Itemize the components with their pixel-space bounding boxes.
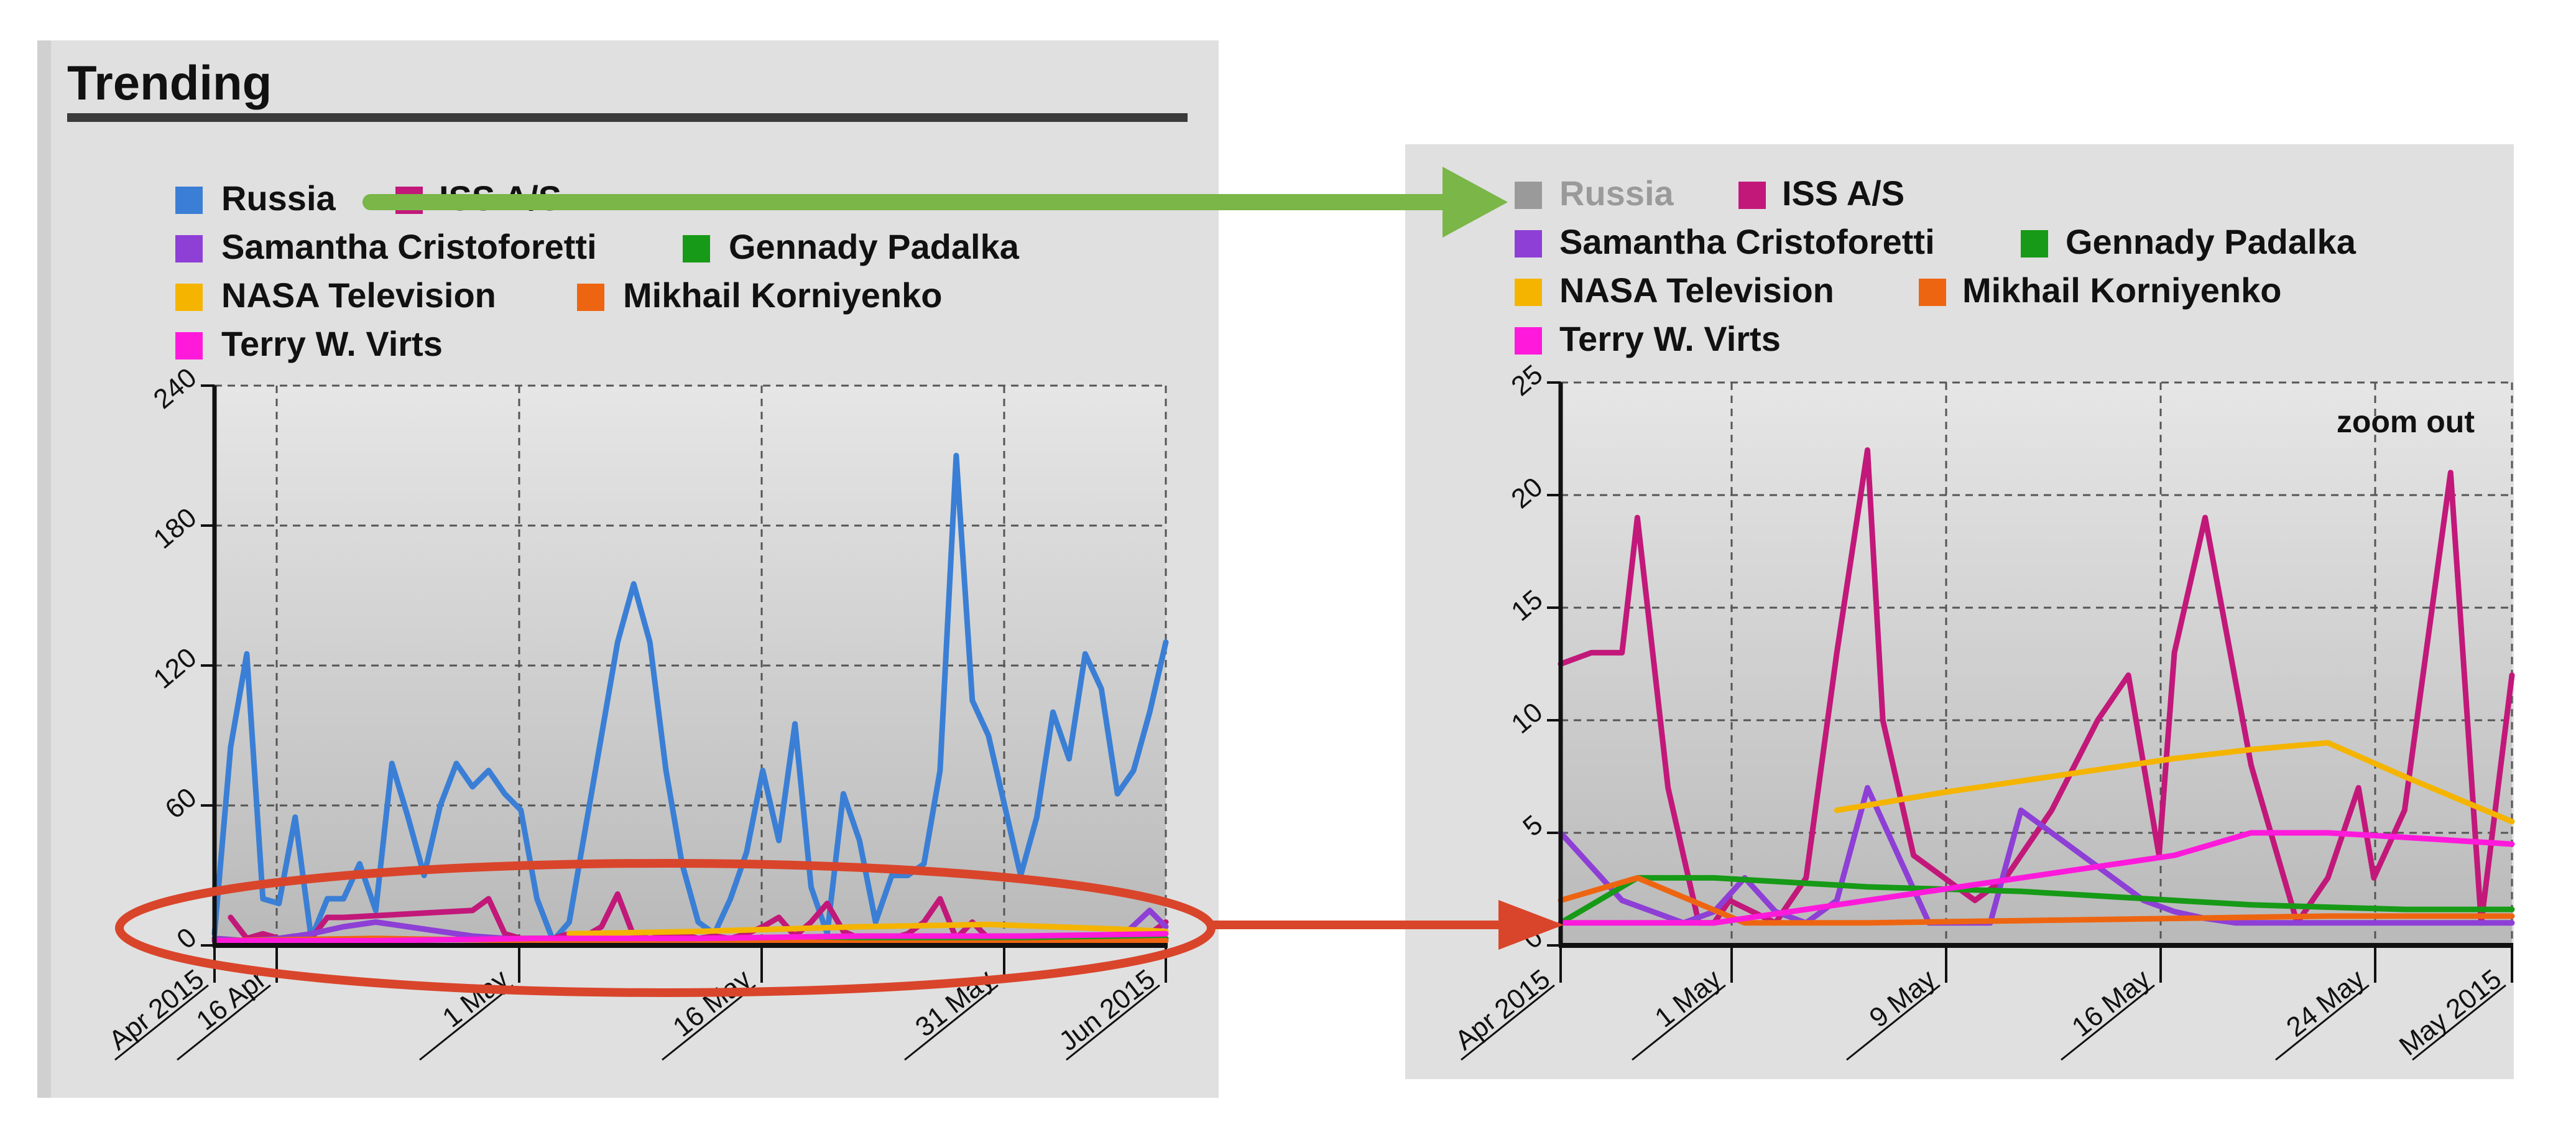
red-arrowhead-icon	[1498, 900, 1564, 950]
legend-label-terry-virts: Terry W. Virts	[221, 324, 443, 363]
right-series-mikhail-korniyenko	[1558, 875, 2515, 926]
right-x-tick-underline	[1846, 984, 1941, 1061]
legend-swatch-russia-hidden	[1515, 182, 1542, 209]
legend-swatch-terry-virts	[1515, 327, 1542, 355]
left-grid	[114, 384, 1167, 1061]
legend-label-samantha-cristoforetti: Samantha Cristoforetti	[221, 227, 597, 266]
left-series-russia	[211, 453, 1169, 944]
legend-label-russia-hidden[interactable]: Russia	[1559, 174, 1674, 213]
legend-label-mikhail-korniyenko: Mikhail Korniyenko	[623, 276, 942, 315]
left-legend: Russia ISS A/S Samantha Cristoforetti Ge…	[175, 179, 1020, 363]
left-x-tick-underline	[177, 984, 271, 1061]
legend-label-nasa-television[interactable]: NASA Television	[1559, 271, 1834, 310]
legend-label-mikhail-korniyenko[interactable]: Mikhail Korniyenko	[1962, 271, 2281, 310]
right-series-gennady-padalka	[1558, 875, 2515, 926]
left-x-tick-underline	[419, 984, 514, 1061]
legend-label-iss-as[interactable]: ISS A/S	[1782, 174, 1904, 213]
legend-swatch-mikhail-korniyenko	[1919, 279, 1946, 306]
left-x-tick-underline	[904, 984, 999, 1061]
legend-swatch-russia	[175, 187, 203, 214]
right-x-tick-underline	[1632, 984, 1726, 1061]
right-series-lines	[1558, 447, 2515, 926]
zoom-out-button[interactable]: zoom out	[2337, 404, 2475, 439]
legend-swatch-gennady-padalka	[2021, 230, 2048, 257]
left-panel-edge	[37, 40, 51, 1098]
panel-title-underline	[67, 113, 1188, 122]
panel-title: Trending	[67, 55, 272, 110]
left-x-tick-underline	[114, 984, 209, 1061]
legend-label-gennady-padalka: Gennady Padalka	[729, 227, 1020, 266]
right-legend: Russia ISS A/S Samantha Cristoforetti Ge…	[1515, 174, 2357, 358]
green-arrowhead-icon	[1443, 167, 1508, 238]
right-panel: Russia ISS A/S Samantha Cristoforetti Ge…	[1405, 144, 2515, 1079]
left-x-tick-underline	[1066, 984, 1160, 1061]
right-series-terry-w-virts	[1558, 830, 2515, 926]
left-series-terry-w-virts	[211, 930, 1169, 944]
right-series-nasa-television	[1834, 740, 2515, 825]
legend-swatch-nasa-television	[175, 284, 203, 311]
left-panel: Trending Russia ISS A/S Samantha Cristof…	[37, 40, 1219, 1098]
legend-label-terry-virts[interactable]: Terry W. Virts	[1559, 319, 1781, 358]
legend-label-nasa-television: NASA Television	[221, 276, 496, 315]
left-series-nasa-television	[566, 921, 1169, 937]
legend-label-gennady-padalka[interactable]: Gennady Padalka	[2066, 222, 2357, 261]
right-series-samantha-cristoforetti	[1558, 785, 2515, 926]
left-x-tick-underline	[662, 984, 756, 1061]
legend-swatch-samantha-cristoforetti	[175, 235, 203, 262]
right-x-tick-underline	[2275, 984, 2370, 1061]
right-x-tick-underline	[2061, 984, 2155, 1061]
legend-swatch-iss-as	[1738, 182, 1766, 209]
legend-swatch-nasa-television	[1515, 279, 1542, 306]
legend-label-russia: Russia	[221, 179, 336, 218]
legend-swatch-mikhail-korniyenko	[577, 284, 604, 311]
legend-swatch-gennady-padalka	[683, 235, 710, 262]
annotations	[115, 167, 1564, 997]
legend-label-samantha-cristoforetti[interactable]: Samantha Cristoforetti	[1559, 222, 1935, 261]
right-x-tick-underline	[2412, 984, 2506, 1061]
legend-swatch-terry-virts	[175, 332, 203, 360]
right-plot-area	[1561, 383, 2512, 945]
right-x-tick-underline	[1461, 984, 1555, 1061]
legend-swatch-samantha-cristoforetti	[1515, 230, 1542, 257]
